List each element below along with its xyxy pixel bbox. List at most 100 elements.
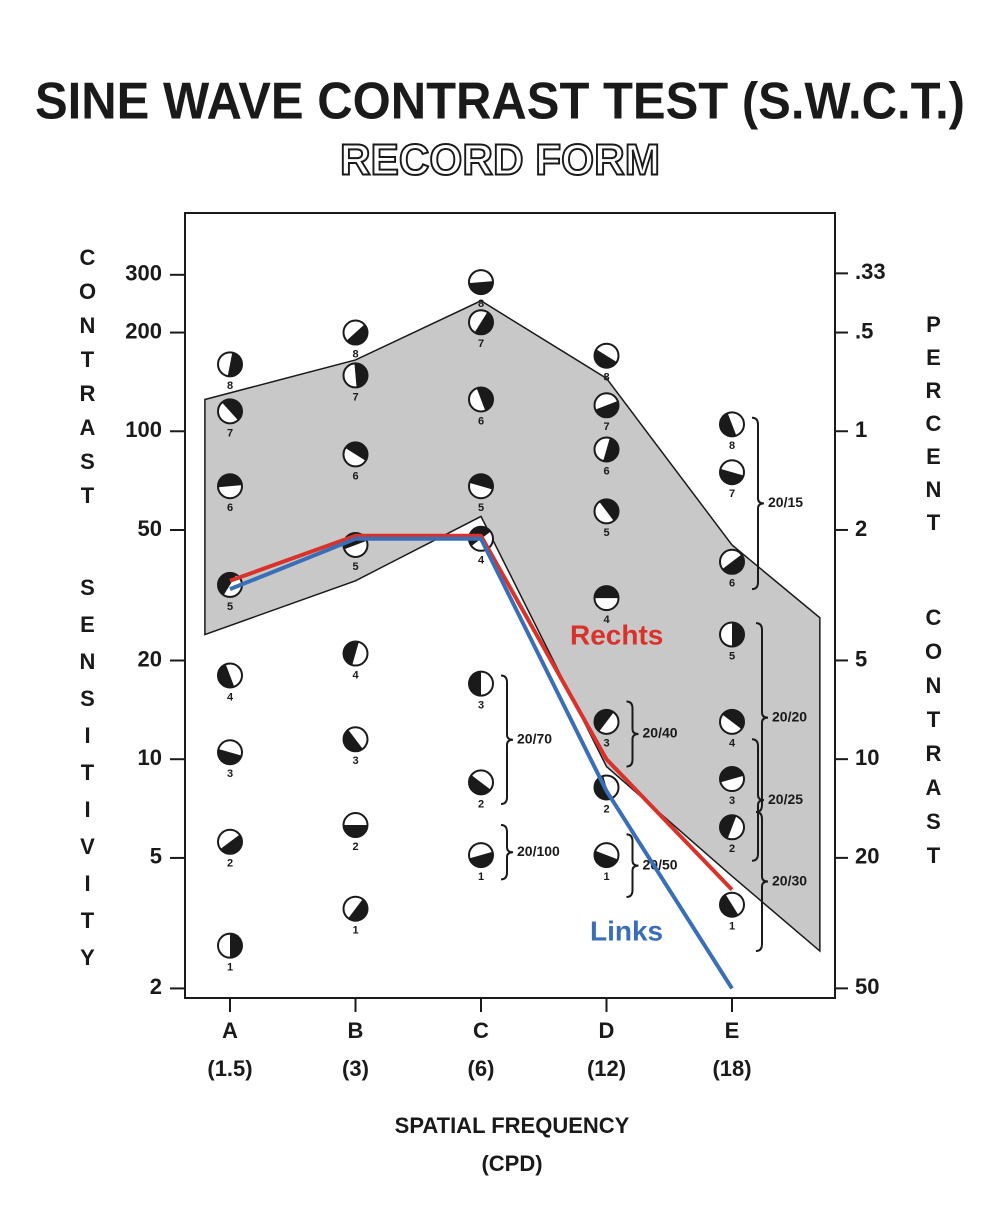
y2-tick-label: 2 (855, 516, 867, 541)
patch-shade (594, 349, 617, 368)
acuity-label: 20/40 (643, 725, 678, 741)
x-tick-sublabel: (1.5) (207, 1056, 252, 1081)
patch-level: 7 (478, 338, 484, 350)
grating-patch (719, 411, 745, 438)
grating-patch (593, 585, 620, 612)
y-axis-label: CONTRAST (75, 245, 100, 517)
x-tick-label: E (725, 1018, 740, 1043)
y-tick-label: 5 (150, 844, 162, 869)
grating-patch (593, 842, 620, 869)
y-tick-label: 100 (125, 417, 162, 442)
y2-axis-label: PERCENT (921, 312, 946, 543)
grating-patch (719, 708, 745, 735)
grating-patch (468, 473, 494, 500)
patch-level: 6 (227, 502, 233, 514)
grating-patch (217, 351, 243, 378)
patch-level: 2 (478, 798, 484, 810)
x-tick-sublabel: (6) (468, 1056, 495, 1081)
patch-level: 1 (227, 962, 233, 974)
grating-patch (468, 670, 494, 697)
patch-level: 5 (227, 601, 233, 613)
x-tick-label: D (599, 1018, 615, 1043)
patch-level: 3 (352, 755, 358, 767)
grating-patch (719, 459, 745, 486)
grating-patch (593, 708, 620, 735)
plot-frame (184, 212, 836, 999)
patch-shade (218, 474, 242, 488)
patch-level: 1 (729, 921, 735, 933)
y2-tick-label: .5 (855, 318, 873, 343)
patch-shade (594, 850, 618, 868)
patch-level: 6 (603, 465, 609, 477)
patch-shade (343, 825, 368, 838)
acuity-label: 20/100 (517, 843, 560, 859)
patch-level: 2 (603, 803, 609, 815)
grating-patch (342, 812, 369, 839)
grating-patch (468, 769, 494, 796)
patch-shade (720, 894, 739, 917)
x-tick-label: B (348, 1018, 364, 1043)
y-tick-label: 10 (138, 745, 162, 770)
grating-patch (468, 386, 494, 413)
patch-shade (346, 324, 368, 345)
acuity-label: 20/20 (772, 708, 807, 724)
grating-patch (593, 498, 620, 525)
acuity-label: 20/25 (768, 791, 803, 807)
y2-tick-label: 50 (855, 974, 879, 999)
acuity-bracket (751, 738, 765, 862)
patch-level: 8 (227, 380, 233, 392)
patch-shade (230, 933, 243, 958)
grating-patch (342, 640, 369, 667)
series-label: Rechts (570, 619, 663, 650)
patch-shade (469, 474, 493, 490)
x-tick-label: A (222, 1018, 238, 1043)
acuity-bracket (500, 674, 514, 806)
patch-level: 8 (352, 348, 358, 360)
patch-shade (469, 281, 493, 295)
y-tick-label: 50 (138, 516, 162, 541)
patch-level: 5 (729, 650, 735, 662)
x-axis-unit: (CPD) (481, 1151, 542, 1176)
x-tick-sublabel: (3) (342, 1056, 369, 1081)
y-axis-label: SENSITIVITY (75, 575, 100, 982)
patch-level: 4 (603, 614, 610, 626)
grating-patch (342, 441, 369, 468)
patch-level: 5 (352, 561, 358, 573)
patch-level: 8 (603, 372, 609, 384)
patch-level: 7 (352, 391, 358, 403)
x-axis-label: SPATIAL FREQUENCY (395, 1113, 630, 1138)
y2-tick-label: 5 (855, 646, 867, 671)
patch-shade (722, 554, 744, 574)
patch-shade (720, 413, 737, 437)
acuity-bracket (626, 700, 639, 768)
y2-tick-label: .33 (855, 259, 886, 284)
acuity-bracket (755, 622, 769, 814)
acuity-bracket (626, 833, 639, 899)
y-tick-label: 300 (125, 261, 162, 286)
patch-level: 7 (603, 421, 609, 433)
patch-shade (595, 401, 619, 418)
patch-level: 2 (729, 843, 735, 855)
patch-level: 7 (227, 427, 233, 439)
patch-level: 2 (352, 841, 358, 853)
patch-level: 3 (603, 738, 609, 750)
grating-patch (468, 842, 494, 869)
patch-level: 4 (729, 738, 736, 750)
y2-tick-label: 1 (855, 417, 867, 442)
y2-tick-label: 20 (855, 844, 879, 869)
patch-shade (343, 641, 359, 666)
grating-patch (342, 726, 369, 753)
grating-patch (468, 309, 494, 336)
patch-level: 6 (478, 415, 484, 427)
grating-patch (217, 828, 243, 855)
patch-level: 3 (729, 795, 735, 807)
x-tick-sublabel: (12) (587, 1056, 626, 1081)
patch-shade (476, 387, 493, 411)
patch-level: 1 (603, 871, 609, 883)
acuity-label: 20/15 (768, 494, 803, 510)
grating-patch (217, 473, 243, 500)
grating-patch (719, 891, 745, 918)
patch-level: 4 (478, 555, 485, 567)
grating-patch (342, 895, 369, 922)
